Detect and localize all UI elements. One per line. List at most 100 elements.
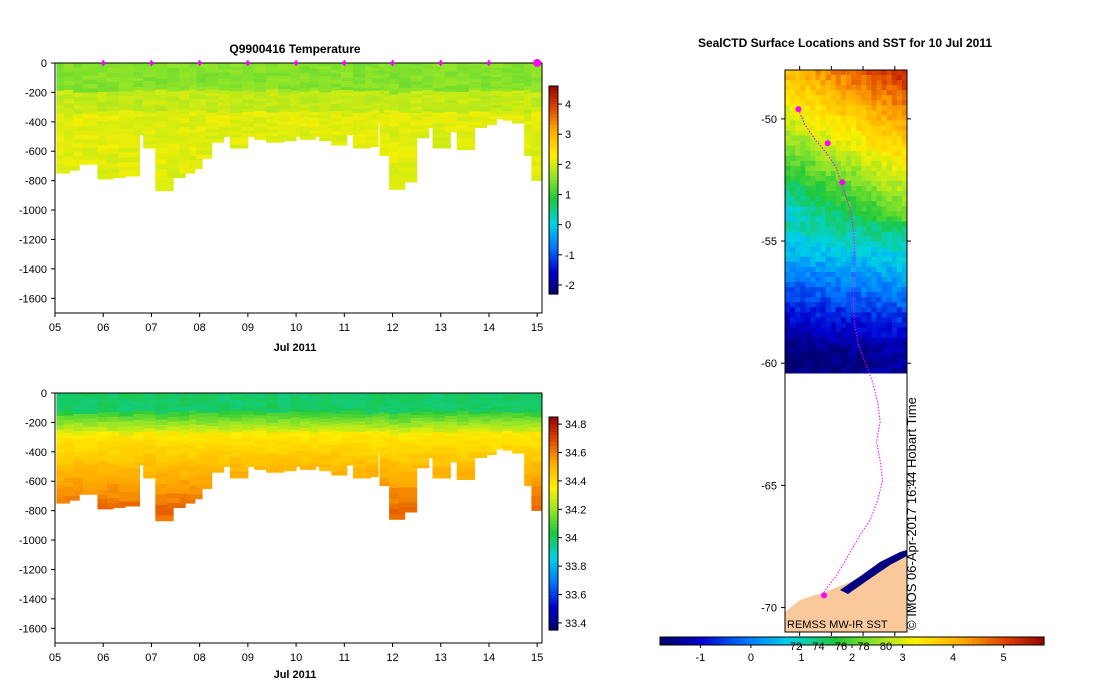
- sst-cell: [886, 95, 893, 101]
- sst-cell: [840, 362, 847, 369]
- section-cell: [456, 454, 476, 459]
- sst-cell: [840, 347, 847, 354]
- section-cell: [230, 425, 249, 429]
- sst-cell: [835, 110, 842, 116]
- section-cell: [56, 145, 70, 151]
- sst-cell: [790, 191, 796, 197]
- section-cell: [155, 73, 174, 80]
- sst-cell: [795, 95, 801, 101]
- sst-cell: [856, 231, 862, 238]
- sst-cell: [840, 246, 847, 253]
- section-cell: [531, 437, 542, 443]
- sst-cell: [876, 277, 883, 283]
- section-cell: [155, 425, 174, 431]
- sst-cell: [805, 337, 811, 344]
- section-cell: [531, 393, 542, 399]
- colorbar-swatch: [549, 530, 558, 535]
- section-cell: [218, 105, 237, 110]
- section-cell: [432, 432, 451, 436]
- section-cell: [167, 502, 186, 508]
- colorbar-tick-label: 34.8: [565, 419, 586, 431]
- sst-cell: [876, 165, 883, 172]
- sst-cell: [790, 90, 796, 96]
- section-cell: [179, 429, 196, 435]
- section-cell: [143, 471, 162, 475]
- section-cell: [353, 116, 372, 121]
- sst-cell: [805, 256, 811, 263]
- sst-colorbar-swatch: [943, 637, 949, 645]
- section-cell: [63, 143, 80, 149]
- colorbar-swatch: [549, 131, 558, 136]
- sst-cell: [876, 90, 883, 96]
- section-cell: [143, 127, 162, 131]
- section-cell: [480, 452, 497, 456]
- section-cell: [432, 84, 451, 89]
- section-cell: [143, 421, 162, 426]
- sst-cell: [901, 90, 907, 96]
- sst-cell: [846, 80, 852, 86]
- sst-cell: [815, 105, 822, 111]
- section-cell: [196, 154, 213, 159]
- section-cell: [119, 72, 140, 78]
- section-cell: [242, 460, 261, 464]
- section-cell: [490, 111, 509, 115]
- section-cell: [309, 84, 326, 88]
- section-cell: [56, 471, 70, 476]
- sst-cell: [846, 352, 852, 359]
- sst-cell: [901, 362, 907, 369]
- section-cell: [502, 404, 519, 408]
- section-cell: [480, 421, 497, 425]
- sst-cell: [805, 211, 811, 217]
- sst-cell: [825, 130, 832, 137]
- colorbar-swatch: [549, 176, 558, 181]
- section-cell: [167, 149, 186, 155]
- sst-cell: [896, 105, 903, 111]
- section-cell: [189, 445, 203, 451]
- colorbar-swatch: [549, 466, 558, 471]
- section-cell: [512, 73, 531, 76]
- colorbar-swatch: [549, 505, 558, 510]
- y-tick-label: -1400: [19, 594, 47, 606]
- section-cell: [299, 399, 316, 403]
- section-cell: [278, 98, 297, 103]
- section-cell: [480, 86, 497, 90]
- section-cell: [266, 426, 285, 430]
- section-cell: [278, 95, 297, 99]
- sst-cell: [856, 307, 862, 313]
- sst-cell: [856, 251, 862, 258]
- sst-cell: [800, 181, 806, 187]
- sst-cell: [810, 312, 817, 318]
- sst-cell: [800, 130, 806, 137]
- sst-cell: [795, 100, 801, 106]
- section-cell: [379, 124, 391, 129]
- section-cell: [365, 87, 379, 92]
- x-tick-label: 11: [339, 322, 350, 334]
- section-cell: [218, 402, 237, 406]
- section-cell: [119, 393, 140, 398]
- section-cell: [290, 414, 307, 418]
- section-cell: [331, 128, 348, 132]
- sst-cell: [835, 236, 842, 243]
- sst-cell: [851, 165, 857, 172]
- sst-cell: [830, 176, 837, 182]
- sst-cell: [901, 196, 907, 202]
- section-cell: [432, 442, 451, 447]
- sst-cell: [820, 272, 827, 278]
- sst-cell: [876, 216, 883, 222]
- sst-cell: [901, 100, 907, 106]
- section-cell: [331, 83, 348, 88]
- section-cell: [97, 407, 114, 413]
- section-cell: [422, 398, 439, 402]
- section-cell: [365, 407, 379, 411]
- section-cell: [353, 435, 372, 440]
- section-cell: [389, 136, 406, 143]
- section-cell: [189, 160, 203, 165]
- section-cell: [490, 416, 509, 419]
- section-cell: [422, 111, 439, 115]
- section-cell: [353, 439, 372, 443]
- sst-cell: [876, 231, 883, 238]
- sst-cell: [830, 90, 837, 96]
- section-cell: [432, 109, 451, 113]
- profile-marker-dot: [486, 61, 491, 65]
- section-cell: [299, 421, 316, 426]
